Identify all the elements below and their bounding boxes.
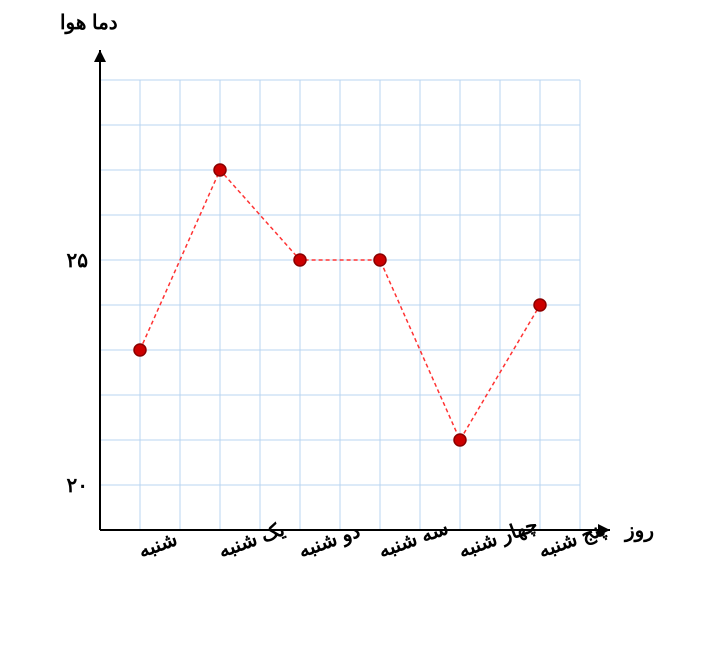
y-tick-label: ۲۵	[67, 248, 88, 273]
chart-svg	[0, 0, 702, 663]
y-tick-label: ۲۰	[67, 473, 88, 498]
x-axis-title: روز	[625, 518, 654, 543]
temperature-chart: دما هوا روز ۲۰۲۵ شنبهیک شنبهدو شنبهسه شن…	[0, 0, 702, 663]
y-axis-title: دما هوا	[60, 10, 118, 35]
